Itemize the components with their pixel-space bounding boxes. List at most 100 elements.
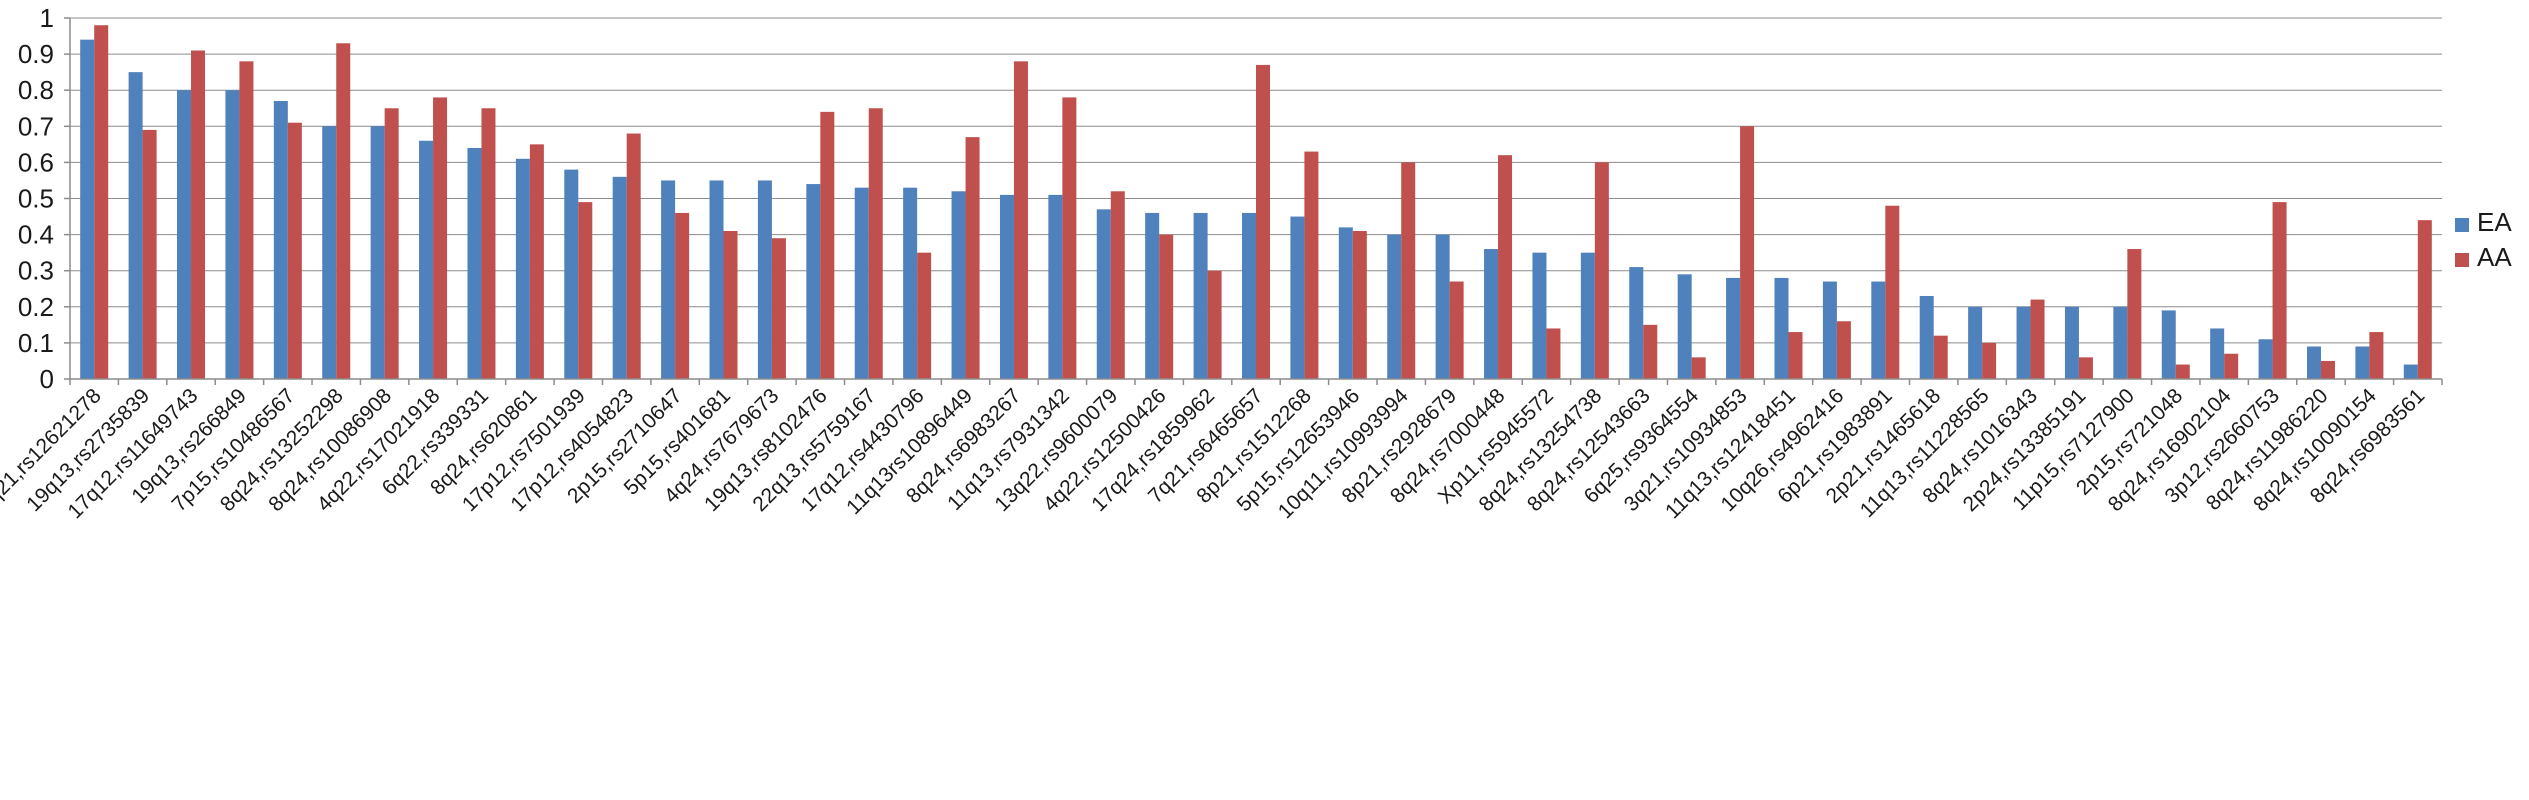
bar-aa (481, 108, 496, 379)
bar-aa (2272, 202, 2287, 379)
bar-aa (578, 202, 593, 379)
bar-ea (2355, 346, 2370, 379)
bar-ea (999, 194, 1014, 379)
bar-aa (2127, 249, 2142, 379)
bar-ea (854, 187, 869, 379)
bar-aa (1788, 332, 1803, 379)
bar-ea (1048, 194, 1063, 379)
bar-aa (1304, 151, 1319, 379)
bar-ea (1096, 209, 1111, 379)
axes (64, 17, 2443, 385)
y-tick-label: 0 (40, 364, 54, 394)
bar-ea (128, 72, 143, 380)
bar-ea (1435, 234, 1450, 379)
bar-aa (239, 61, 254, 379)
bar-aa (2175, 364, 2190, 379)
bar-ea (1871, 281, 1886, 379)
legend-swatch-ea (2455, 218, 2469, 232)
legend-label-aa: AA (2477, 242, 2512, 272)
bar-ea (2064, 306, 2079, 379)
bar-aa (1498, 155, 1513, 379)
bar-ea (1290, 216, 1305, 379)
bar-aa (771, 238, 786, 379)
bar-aa (723, 230, 738, 379)
y-tick-label: 1 (40, 3, 54, 33)
bar-ea (1774, 277, 1789, 379)
bar-ea (1193, 212, 1208, 379)
bar-ea (1677, 274, 1692, 379)
bar-aa (1110, 191, 1125, 379)
y-tick-label: 0.6 (18, 147, 54, 177)
bar-aa (1207, 270, 1222, 379)
bar-ea (1629, 267, 1644, 379)
bar-ea (177, 90, 192, 379)
bar-aa (94, 25, 109, 379)
y-tick-label: 0.8 (18, 75, 54, 105)
bar-ea (1338, 227, 1353, 379)
legend-label-ea: EA (2477, 207, 2512, 237)
y-tick-label: 0.4 (18, 220, 54, 250)
bar-ea (1532, 252, 1547, 379)
bar-ea (757, 180, 772, 379)
bar-ea (515, 158, 530, 379)
bar-ea (1726, 277, 1741, 379)
bar-ea (951, 191, 966, 379)
bar-ea (1919, 295, 1934, 379)
bar-ea (1242, 212, 1256, 379)
y-tick-label: 0.9 (18, 39, 54, 69)
bar-aa (868, 108, 883, 379)
bar-aa (2320, 360, 2335, 379)
bar-ea (1580, 252, 1595, 379)
bar-aa (287, 122, 302, 379)
bar-aa (433, 97, 448, 380)
bar-aa (2369, 332, 2384, 379)
bar-ea (1484, 249, 1499, 379)
bar-aa (1982, 342, 1997, 379)
y-tick-label: 0.5 (18, 184, 54, 214)
bar-ea (370, 126, 385, 379)
bar-aa (2078, 357, 2093, 379)
y-tick-labels: 0 0.1 0.2 0.3 0.4 0.5 0.6 0.7 0.8 0.9 1 (18, 3, 54, 394)
bar-aa (529, 144, 544, 379)
y-tick-label: 0.1 (18, 328, 54, 358)
bar-aa (1013, 61, 1028, 379)
bar-ea (612, 176, 627, 379)
bar-aa (2030, 299, 2045, 379)
bar-ea (2258, 339, 2273, 379)
bar-ea (1968, 306, 1983, 379)
bar-aa (1933, 335, 1948, 379)
bar-ea (467, 147, 482, 379)
bar-aa (2417, 220, 2432, 379)
bar-aa (336, 43, 351, 380)
bar-aa (820, 111, 835, 380)
bar-ea (2016, 306, 2031, 379)
bar-ea (709, 180, 724, 379)
bar-aa (1449, 281, 1464, 379)
bar-aa (1691, 357, 1706, 379)
bar-aa (1352, 230, 1367, 379)
y-tick-label: 0.2 (18, 292, 54, 322)
bar-ea (273, 101, 288, 379)
bar-aa (1401, 162, 1416, 379)
bar-ea (80, 39, 95, 379)
bar-ea (2403, 364, 2418, 379)
x-tick-labels: 2q21,rs1262127819q13,rs273583917q12,rs11… (0, 384, 2429, 523)
bar-aa (1256, 64, 1270, 380)
bar-ea (419, 140, 434, 379)
bar-ea (2306, 346, 2321, 379)
bar-ea (806, 184, 821, 379)
bar-aa (965, 137, 980, 379)
bar-aa (2224, 353, 2239, 379)
bar-aa (626, 133, 641, 379)
bar-ea (225, 90, 240, 379)
bar-aa (1594, 162, 1609, 379)
bar-aa (191, 50, 206, 380)
bar-aa (1546, 328, 1561, 379)
bar-ea (2210, 328, 2225, 379)
bar-ea (2113, 306, 2128, 379)
bar-ea (903, 187, 918, 379)
bar-ea (1387, 234, 1402, 379)
bar-ea (1145, 212, 1160, 379)
bar-aa (1885, 205, 1900, 379)
